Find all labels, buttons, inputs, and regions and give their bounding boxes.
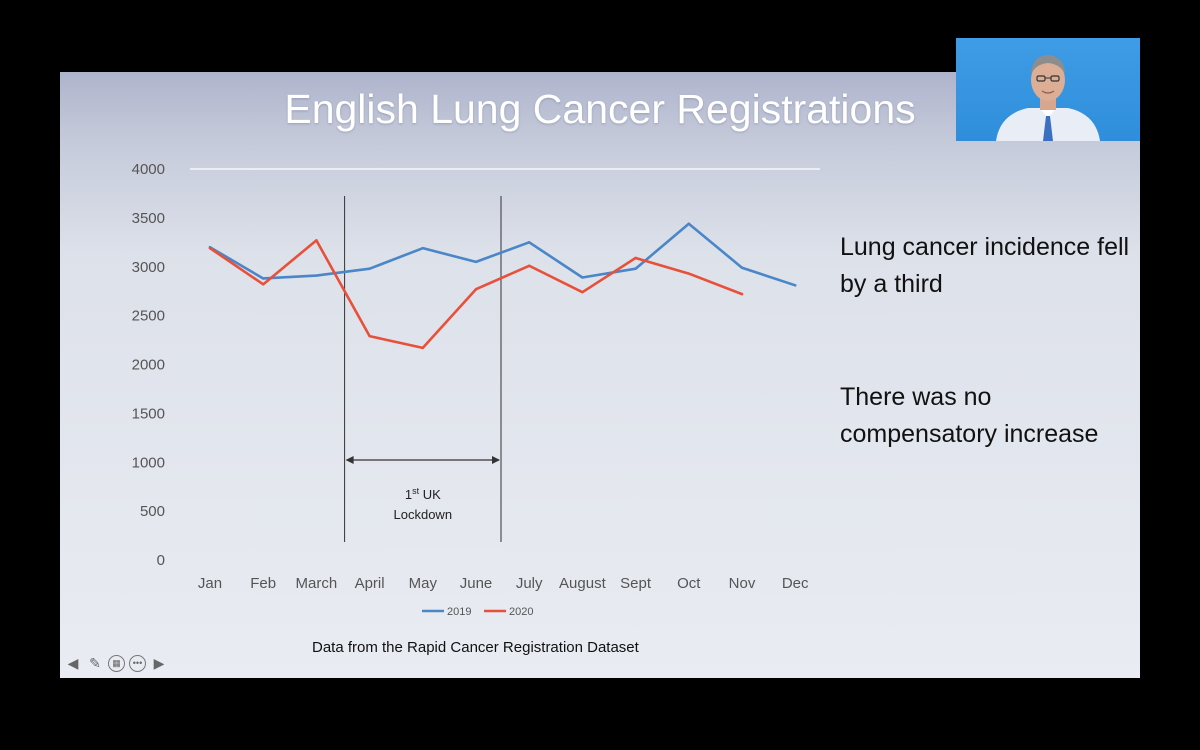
y-tick-label: 3000 bbox=[132, 259, 165, 276]
series-line-2019 bbox=[208, 222, 797, 287]
x-tick-label: Sept bbox=[620, 575, 652, 592]
presenter-webcam bbox=[956, 38, 1140, 141]
data-point-2020 bbox=[368, 334, 371, 338]
arrow-right-icon[interactable]: ▶ bbox=[153, 655, 165, 671]
data-point-2019 bbox=[687, 222, 690, 225]
y-tick-label: 0 bbox=[157, 552, 165, 569]
side-text-incidence: Lung cancer incidence fell by a third bbox=[840, 233, 1130, 298]
x-tick-label: Jan bbox=[198, 575, 222, 592]
side-text-compensatory: There was no compensatory increase bbox=[840, 383, 1099, 448]
slide-title: English Lung Cancer Registrations bbox=[284, 86, 916, 132]
x-tick-label: July bbox=[516, 575, 543, 592]
presenter-avatar bbox=[996, 55, 1100, 141]
y-tick-label: 2500 bbox=[132, 308, 165, 325]
data-point-2019 bbox=[634, 267, 637, 270]
x-tick-label: Nov bbox=[729, 575, 756, 592]
data-point-2019 bbox=[262, 277, 265, 280]
y-tick-label: 4000 bbox=[132, 161, 165, 178]
x-tick-label: Oct bbox=[677, 575, 701, 592]
data-point-2020 bbox=[208, 246, 212, 250]
data-point-2020 bbox=[634, 256, 637, 260]
lockdown-annotation-line2: Lockdown bbox=[394, 507, 453, 522]
y-tick-label: 3500 bbox=[132, 210, 165, 227]
slide-controls: ◀ ✎ ▦ ••• ▶ bbox=[64, 654, 168, 672]
x-tick-label: April bbox=[355, 575, 385, 592]
legend-label-2019: 2019 bbox=[447, 606, 471, 618]
source-note: Data from the Rapid Cancer Registration … bbox=[312, 639, 639, 656]
data-point-2020 bbox=[421, 346, 424, 350]
x-tick-label: Feb bbox=[250, 575, 276, 592]
data-point-2020 bbox=[474, 288, 478, 291]
data-point-2020 bbox=[740, 292, 744, 296]
data-point-2019 bbox=[740, 266, 744, 269]
data-point-2019 bbox=[581, 276, 584, 279]
data-point-2020 bbox=[581, 290, 584, 294]
y-tick-label: 2000 bbox=[132, 357, 165, 374]
arrowhead-left bbox=[345, 456, 354, 464]
pen-icon[interactable]: ✎ bbox=[89, 655, 101, 671]
more-icon[interactable]: ••• bbox=[129, 654, 146, 672]
data-point-2019 bbox=[315, 274, 318, 277]
data-point-2020 bbox=[528, 264, 531, 267]
data-point-2019 bbox=[421, 246, 424, 250]
data-point-2019 bbox=[528, 241, 531, 244]
x-tick-label: August bbox=[559, 575, 607, 592]
arrow-left-icon[interactable]: ◀ bbox=[67, 655, 79, 671]
data-point-2019 bbox=[368, 267, 371, 270]
lockdown-annotation-line1: 1st UK bbox=[405, 486, 441, 502]
y-tick-label: 1500 bbox=[132, 405, 165, 422]
data-point-2019 bbox=[794, 284, 797, 287]
x-tick-label: March bbox=[296, 575, 338, 592]
line-chart: 0 500 1000 1500 2000 2500 3000 3500 4000 Jan Feb Ma… bbox=[132, 161, 820, 618]
x-tick-label: June bbox=[460, 575, 493, 592]
slide: English Lung Cancer Registrations 0 500 10… bbox=[60, 72, 1140, 678]
data-point-2020 bbox=[262, 283, 265, 286]
y-tick-label: 1000 bbox=[132, 454, 165, 471]
data-point-2019 bbox=[474, 260, 478, 264]
series-line-2020 bbox=[208, 239, 744, 350]
legend-label-2020: 2020 bbox=[509, 606, 533, 618]
x-tick-label: May bbox=[409, 575, 438, 592]
data-point-2020 bbox=[315, 239, 318, 242]
slides-grid-icon[interactable]: ▦ bbox=[108, 654, 125, 672]
x-tick-label: Dec bbox=[782, 575, 809, 592]
y-tick-label: 500 bbox=[140, 503, 165, 520]
data-point-2020 bbox=[687, 272, 690, 275]
arrowhead-right bbox=[492, 456, 501, 464]
